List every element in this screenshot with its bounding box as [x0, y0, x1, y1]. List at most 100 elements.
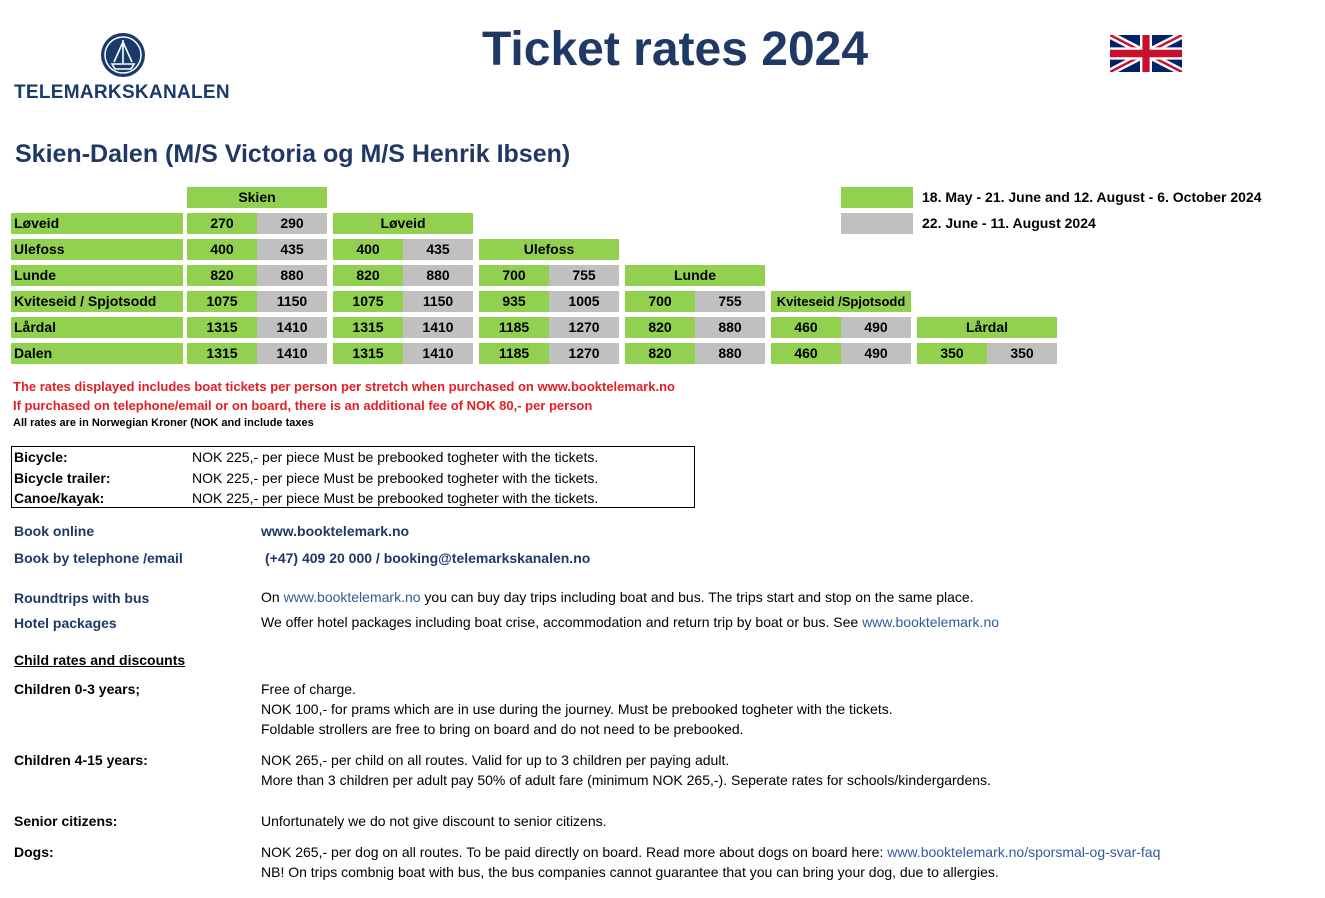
extra-label: Bicycle trailer:: [14, 470, 111, 486]
telemarkskanalen-logo: TELEMARKSKANALEN: [14, 30, 234, 105]
fare-high-season: 435: [257, 239, 327, 260]
fare-low-season: 1315: [333, 317, 403, 338]
uk-flag-icon[interactable]: [1110, 35, 1182, 72]
children-4-15-label: Children 4-15 years:: [14, 752, 148, 768]
roundtrips-text-post: you can buy day trips including boat and…: [420, 589, 974, 605]
extra-value: NOK 225,- per piece Must be prebooked to…: [192, 449, 599, 465]
destination-label: Kviteseid / Spjotsodd: [11, 291, 183, 312]
ship-emblem-icon: [101, 33, 145, 77]
fare-high-season: 1150: [257, 291, 327, 312]
fare-high-season: 435: [403, 239, 473, 260]
fare-high-season: 1270: [549, 343, 619, 364]
note-currency: All rates are in Norwegian Kroner (NOK a…: [13, 417, 314, 429]
fare-high-season: 290: [257, 213, 327, 234]
book-online-label: Book online: [14, 523, 95, 539]
fare-low-season: 820: [187, 265, 257, 286]
hotel-text-pre: We offer hotel packages including boat c…: [261, 614, 863, 630]
note-online-rates: The rates displayed includes boat ticket…: [13, 379, 675, 394]
fare-high-season: 880: [695, 343, 765, 364]
origin-header: Løveid: [333, 213, 473, 234]
brand-name: TELEMARKSKANALEN: [14, 82, 230, 103]
fare-high-season: 1005: [549, 291, 619, 312]
destination-label: Lårdal: [11, 317, 183, 338]
roundtrips-label: Roundtrips with bus: [14, 590, 150, 606]
children-0-3-line: NOK 100,- for prams which are in use dur…: [261, 701, 893, 717]
roundtrips-text-pre: On: [261, 589, 284, 605]
fare-low-season: 1315: [333, 343, 403, 364]
fare-high-season: 880: [403, 265, 473, 286]
extra-label: Bicycle:: [14, 449, 68, 465]
fare-low-season: 1315: [187, 343, 257, 364]
fare-low-season: 400: [187, 239, 257, 260]
fare-low-season: 270: [187, 213, 257, 234]
children-4-15-line: NOK 265,- per child on all routes. Valid…: [261, 752, 730, 768]
fare-low-season: 400: [333, 239, 403, 260]
extra-value: NOK 225,- per piece Must be prebooked to…: [192, 490, 599, 506]
children-0-3-line: Free of charge.: [261, 681, 356, 697]
legend-green-swatch: [841, 187, 913, 208]
dogs-label: Dogs:: [14, 844, 54, 860]
origin-header: Kviteseid /Spjotsodd: [771, 291, 911, 312]
fare-low-season: 700: [625, 291, 695, 312]
fare-high-season: 1150: [403, 291, 473, 312]
destination-label: Ulefoss: [11, 239, 183, 260]
fare-high-season: 490: [841, 317, 911, 338]
extra-value: NOK 225,- per piece Must be prebooked to…: [192, 470, 599, 486]
fare-high-season: 755: [549, 265, 619, 286]
note-additional-fee: If purchased on telephone/email or on bo…: [13, 398, 593, 413]
dogs-text: NOK 265,- per dog on all routes. To be p…: [261, 844, 1160, 860]
origin-header: Ulefoss: [479, 239, 619, 260]
legend-green-text: 18. May - 21. June and 12. August - 6. O…: [922, 189, 1262, 205]
hotel-label: Hotel packages: [14, 615, 117, 631]
fare-high-season: 490: [841, 343, 911, 364]
fare-high-season: 1410: [257, 343, 327, 364]
children-4-15-line: More than 3 children per adult pay 50% o…: [261, 772, 991, 788]
legend-silver-text: 22. June - 11. August 2024: [922, 215, 1096, 231]
children-0-3-label: Children 0-3 years;: [14, 681, 141, 697]
book-online-link[interactable]: www.booktelemark.no: [261, 523, 410, 539]
fare-high-season: 1270: [549, 317, 619, 338]
book-phone-label: Book by telephone /email: [14, 550, 183, 566]
fare-low-season: 700: [479, 265, 549, 286]
extras-box: Bicycle: NOK 225,- per piece Must be pre…: [11, 446, 695, 508]
destination-label: Lunde: [11, 265, 183, 286]
fare-high-season: 880: [257, 265, 327, 286]
fare-low-season: 1075: [187, 291, 257, 312]
page-title: Ticket rates 2024: [481, 23, 869, 76]
fare-low-season: 460: [771, 317, 841, 338]
fare-low-season: 1185: [479, 343, 549, 364]
fare-high-season: 755: [695, 291, 765, 312]
dogs-text-pre: NOK 265,- per dog on all routes. To be p…: [261, 844, 888, 860]
fare-low-season: 350: [917, 343, 987, 364]
seniors-label: Senior citizens:: [14, 813, 118, 829]
legend-silver-swatch: [841, 213, 913, 234]
origin-header: Skien: [187, 187, 327, 208]
destination-label: Løveid: [11, 213, 183, 234]
origin-header: Lårdal: [917, 317, 1057, 338]
hotel-link[interactable]: www.booktelemark.no: [862, 614, 1000, 630]
fare-low-season: 820: [625, 317, 695, 338]
roundtrips-text: On www.booktelemark.no you can buy day t…: [261, 589, 974, 605]
fare-low-season: 820: [333, 265, 403, 286]
fare-high-season: 1410: [403, 343, 473, 364]
fare-low-season: 1185: [479, 317, 549, 338]
dogs-note: NB! On trips combnig boat with bus, the …: [261, 864, 999, 880]
fare-low-season: 1315: [187, 317, 257, 338]
hotel-text: We offer hotel packages including boat c…: [261, 614, 999, 630]
fare-low-season: 935: [479, 291, 549, 312]
children-0-3-line: Foldable strollers are free to bring on …: [261, 721, 744, 737]
fare-high-season: 1410: [403, 317, 473, 338]
roundtrips-link[interactable]: www.booktelemark.no: [283, 589, 421, 605]
fare-high-season: 880: [695, 317, 765, 338]
child-rates-heading: Child rates and discounts: [14, 652, 186, 668]
origin-header: Lunde: [625, 265, 765, 286]
dogs-faq-link[interactable]: www.booktelemark.no/sporsmal-og-svar-faq: [887, 844, 1161, 860]
destination-label: Dalen: [11, 343, 183, 364]
fare-high-season: 1410: [257, 317, 327, 338]
route-title: Skien-Dalen (M/S Victoria og M/S Henrik …: [15, 140, 571, 168]
fare-low-season: 460: [771, 343, 841, 364]
book-phone-value[interactable]: (+47) 409 20 000 / booking@telemarkskana…: [265, 550, 591, 566]
fare-low-season: 820: [625, 343, 695, 364]
fare-low-season: 1075: [333, 291, 403, 312]
seniors-text: Unfortunately we do not give discount to…: [261, 813, 607, 829]
